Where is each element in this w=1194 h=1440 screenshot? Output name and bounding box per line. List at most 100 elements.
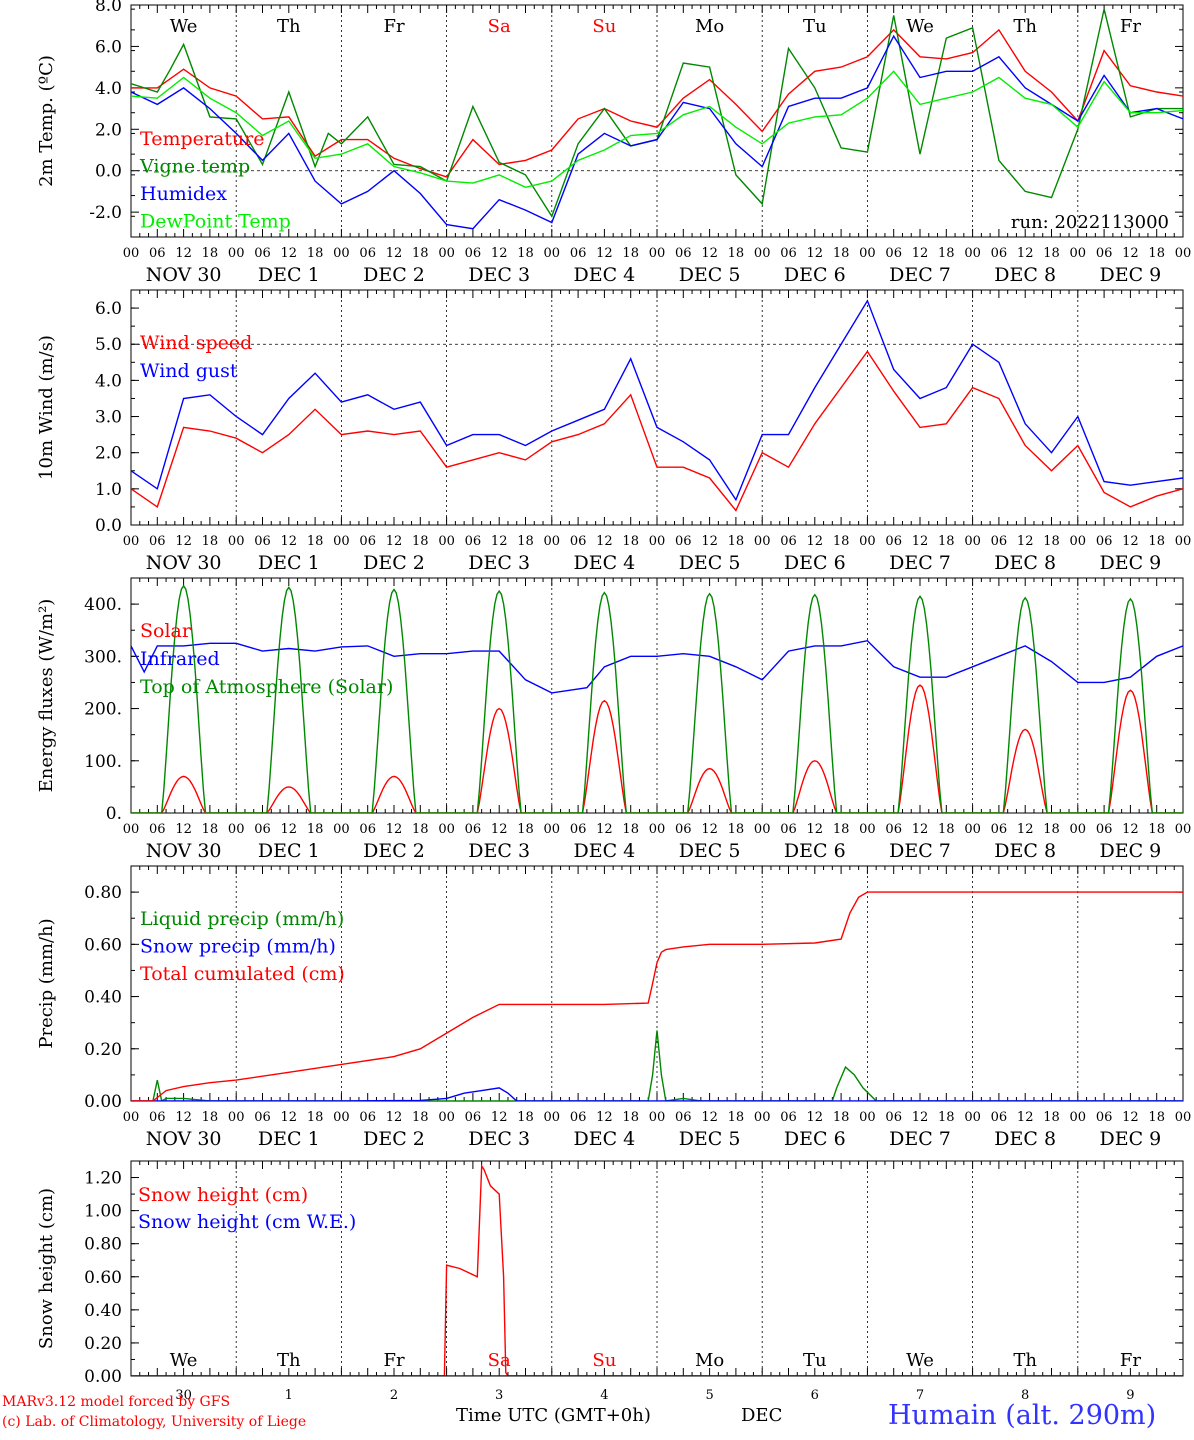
legend-entry: Snow height (cm W.E.) xyxy=(138,1211,356,1233)
y-tick-label: 2.0 xyxy=(95,120,122,140)
y-tick-label: 1.00 xyxy=(84,1202,122,1222)
y-tick-label: 0.80 xyxy=(84,1235,122,1255)
hour-tick-label: 00 xyxy=(228,534,245,549)
date-label: DEC 1 xyxy=(258,552,320,574)
x-axis-title: Time UTC (GMT+0h) xyxy=(456,1405,651,1426)
model-credit: MARv3.12 model forced by GFS xyxy=(2,1394,231,1410)
hour-tick-label: 18 xyxy=(517,534,534,549)
date-label: DEC 7 xyxy=(889,552,951,574)
hour-tick-label: 06 xyxy=(254,246,271,261)
panel-1: 8.0 6.0 4.0 2.0 0.0 -2.0 2m Temp. (ºC) Temperat… xyxy=(36,0,1191,286)
date-label: DEC 5 xyxy=(679,264,741,286)
lab-credit: (c) Lab. of Climatology, University of L… xyxy=(2,1414,307,1430)
hour-tick-label: 12 xyxy=(281,246,298,261)
series-line-wind-gust xyxy=(131,299,1183,502)
hour-tick-label: 12 xyxy=(701,246,718,261)
hour-tick-label: 12 xyxy=(1017,822,1034,837)
hour-tick-label: 00 xyxy=(649,534,666,549)
hour-tick-label: 12 xyxy=(596,246,613,261)
date-label: DEC 8 xyxy=(994,1128,1056,1150)
hour-tick-label: 18 xyxy=(412,822,429,837)
day-number-label: 5 xyxy=(705,1388,713,1403)
series-line-top-of-atmosphere-solar- xyxy=(131,584,1183,813)
hour-tick-label: 18 xyxy=(1148,822,1165,837)
hour-tick-label: 00 xyxy=(228,1110,245,1125)
hour-tick-label: 00 xyxy=(123,534,140,549)
hour-tick-label: 18 xyxy=(833,246,850,261)
hour-tick-label: 06 xyxy=(780,534,797,549)
y-tick-label: 0.40 xyxy=(84,1301,122,1321)
date-label: DEC 3 xyxy=(468,840,530,862)
hour-tick-label: 00 xyxy=(438,246,455,261)
hour-tick-label: 06 xyxy=(465,534,482,549)
weekday-label: Mo xyxy=(695,16,724,37)
weekday-label: Th xyxy=(1013,1350,1037,1371)
date-label: DEC 6 xyxy=(784,1128,846,1150)
y-tick-label: 0.40 xyxy=(84,988,122,1008)
y-tick-label: 200. xyxy=(84,700,122,720)
date-label: DEC 2 xyxy=(363,840,425,862)
hour-tick-label: 18 xyxy=(1148,534,1165,549)
series-line-liquid-precip-mm-h- xyxy=(131,1030,1183,1101)
date-label: DEC 3 xyxy=(468,264,530,286)
hour-tick-label: 12 xyxy=(491,822,508,837)
hour-tick-label: 18 xyxy=(412,534,429,549)
y-tick-label: 8.0 xyxy=(95,0,122,16)
legend-entry: Liquid precip (mm/h) xyxy=(140,908,344,930)
hour-tick-label: 18 xyxy=(728,534,745,549)
date-label: DEC 9 xyxy=(1100,264,1162,286)
y-tick-label: 6.0 xyxy=(95,37,122,57)
weekday-label: Th xyxy=(1013,16,1037,37)
hour-tick-label: 00 xyxy=(649,246,666,261)
y-tick-label: 0.20 xyxy=(84,1040,122,1060)
hour-tick-label: 12 xyxy=(807,246,824,261)
weekday-label: Fr xyxy=(383,1350,404,1371)
hour-tick-label: 00 xyxy=(544,246,561,261)
hour-tick-label: 18 xyxy=(938,246,955,261)
hour-tick-label: 06 xyxy=(991,246,1008,261)
date-label: DEC 6 xyxy=(784,264,846,286)
hour-tick-label: 00 xyxy=(1070,246,1087,261)
hour-tick-label: 00 xyxy=(964,246,981,261)
hour-tick-label: 12 xyxy=(386,822,403,837)
weekday-label: Mo xyxy=(695,1350,724,1371)
y-tick-label: 0.00 xyxy=(84,1367,122,1387)
hour-tick-label: 12 xyxy=(1122,1110,1139,1125)
hour-tick-label: 18 xyxy=(622,246,639,261)
hour-tick-label: 18 xyxy=(938,822,955,837)
hour-tick-label: 12 xyxy=(1017,534,1034,549)
weekday-label: We xyxy=(170,1350,198,1371)
y-tick-label: 4.0 xyxy=(95,371,122,391)
hour-tick-label: 06 xyxy=(254,1110,271,1125)
day-number-label: 6 xyxy=(811,1388,819,1403)
hour-tick-label: 12 xyxy=(701,822,718,837)
hour-tick-label: 12 xyxy=(912,534,929,549)
date-label: DEC 4 xyxy=(574,552,636,574)
hour-tick-label: 18 xyxy=(833,1110,850,1125)
legend-entry: Humidex xyxy=(140,183,227,205)
hour-tick-label: 06 xyxy=(675,1110,692,1125)
hour-tick-label: 18 xyxy=(1148,246,1165,261)
hour-tick-label: 12 xyxy=(386,534,403,549)
hour-tick-label: 00 xyxy=(754,1110,771,1125)
y-tick-label: 0. xyxy=(106,804,122,824)
y-tick-label: 2.0 xyxy=(95,444,122,464)
hour-tick-label: 06 xyxy=(885,246,902,261)
hour-tick-label: 06 xyxy=(359,534,376,549)
hour-tick-label: 06 xyxy=(1096,822,1113,837)
hour-tick-label: 06 xyxy=(254,822,271,837)
day-number-label: 8 xyxy=(1021,1388,1029,1403)
hour-tick-label: 18 xyxy=(1148,1110,1165,1125)
hour-tick-label: 00 xyxy=(438,1110,455,1125)
legend-entry: DewPoint Temp xyxy=(140,211,291,233)
hour-tick-label: 12 xyxy=(1017,246,1034,261)
panel-2: 6.0 5.0 4.0 3.0 2.0 1.0 0.0 10m Wind (m/s) Wind … xyxy=(36,289,1191,574)
day-number-label: 9 xyxy=(1126,1388,1134,1403)
hour-tick-label: 18 xyxy=(307,534,324,549)
hour-tick-label: 06 xyxy=(991,1110,1008,1125)
hour-tick-label: 18 xyxy=(622,534,639,549)
day-number-label: 2 xyxy=(390,1388,398,1403)
hour-tick-label: 06 xyxy=(570,1110,587,1125)
hour-tick-label: 12 xyxy=(1017,1110,1034,1125)
hour-tick-label: 00 xyxy=(859,246,876,261)
